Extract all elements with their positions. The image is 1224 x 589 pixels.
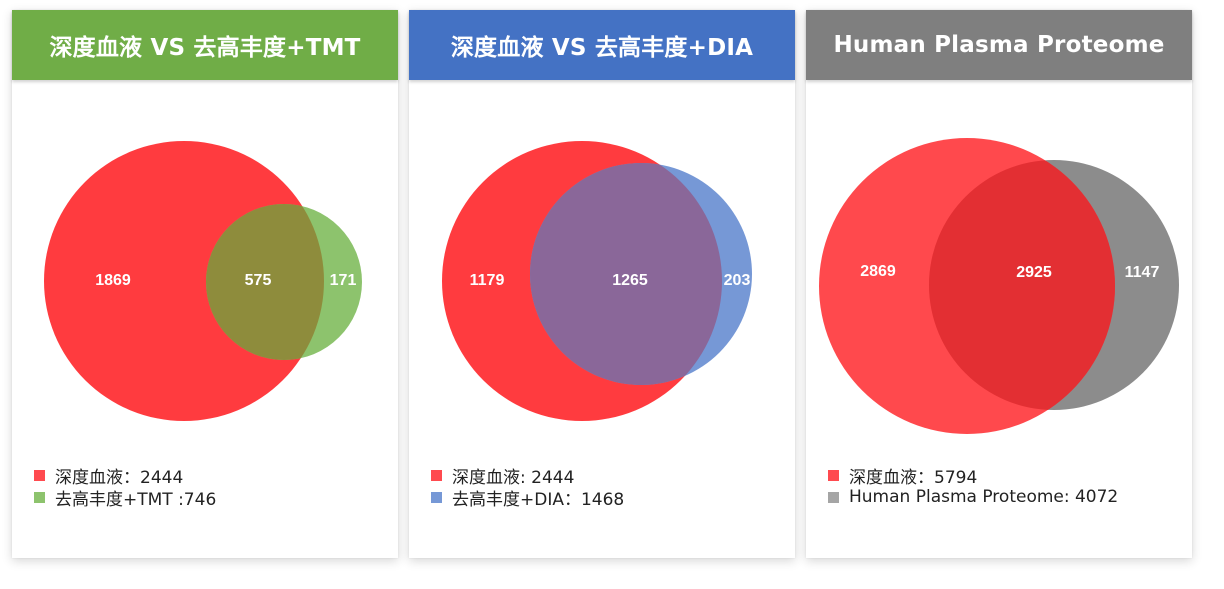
set-overlap [530, 163, 722, 385]
count-overlap: 575 [245, 272, 272, 289]
legend: 深度血液：2444 去高丰度+TMT :746 [34, 464, 217, 510]
count-right-only: 1147 [1125, 264, 1160, 281]
venn-panel-dia: 深度血液 VS 去高丰度+DIA 1179 1265 203 深度血液: 244… [409, 10, 795, 558]
count-overlap: 1265 [612, 272, 648, 289]
venn-panel-tmt: 深度血液 VS 去高丰度+TMT 1869 575 171 深度血液：2444 … [12, 10, 398, 558]
legend-swatch [828, 469, 839, 481]
legend-swatch [431, 491, 442, 503]
venn-diagram: 1869 575 171 [44, 141, 362, 421]
venn-diagram: 2869 2925 1147 [819, 138, 1179, 434]
legend-item: Human Plasma Proteome: 4072 [828, 486, 1118, 508]
legend-label: 深度血液: 2444 [452, 467, 575, 488]
panel-header: Human Plasma Proteome [806, 10, 1192, 80]
legend-item: 去高丰度+TMT :746 [34, 486, 217, 510]
set-overlap [929, 160, 1115, 410]
count-overlap: 2925 [1016, 264, 1052, 281]
count-right-only: 171 [330, 272, 357, 289]
count-left-only: 1179 [470, 272, 505, 289]
legend-item: 深度血液：5794 [828, 464, 1118, 488]
venn-diagram: 1179 1265 203 [442, 141, 752, 421]
panel-header: 深度血液 VS 去高丰度+DIA [409, 10, 795, 80]
count-left-only: 1869 [95, 272, 131, 289]
legend-swatch [828, 491, 839, 503]
legend-item: 深度血液: 2444 [431, 464, 624, 488]
legend-swatch [34, 491, 45, 503]
legend-item: 深度血液：2444 [34, 464, 216, 488]
panel-header: 深度血液 VS 去高丰度+TMT [12, 10, 398, 80]
count-left-only: 2869 [860, 263, 896, 280]
legend-label: 去高丰度+DIA：1468 [452, 489, 625, 510]
legend-label: 深度血液：5794 [849, 467, 978, 488]
count-right-only: 203 [724, 272, 751, 289]
legend-swatch [431, 469, 442, 481]
legend-label: Human Plasma Proteome: 4072 [849, 487, 1119, 507]
legend: 深度血液: 2444 去高丰度+DIA：1468 [431, 464, 625, 510]
legend-swatch [34, 469, 45, 481]
legend-item: 去高丰度+DIA：1468 [431, 486, 625, 510]
legend: 深度血液：5794 Human Plasma Proteome: 4072 [828, 464, 1118, 508]
legend-label: 深度血液：2444 [55, 467, 184, 488]
legend-label: 去高丰度+TMT :746 [55, 489, 217, 510]
venn-panel-human-plasma: Human Plasma Proteome 2869 2925 1147 深度血… [806, 10, 1192, 558]
